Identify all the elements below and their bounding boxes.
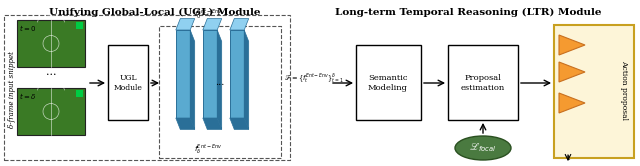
Polygon shape (230, 19, 249, 30)
Text: Long-term Temporal Reasoning (LTR) Module: Long-term Temporal Reasoning (LTR) Modul… (335, 8, 601, 17)
Text: Semantic
Modeling: Semantic Modeling (368, 74, 408, 92)
Text: $\mathscr{F} = \{f_t^{Ent-Env}\}_{t=1}^\delta$: $\mathscr{F} = \{f_t^{Ent-Env}\}_{t=1}^\… (284, 71, 344, 85)
Polygon shape (203, 19, 221, 30)
Text: Proposal
estimation: Proposal estimation (461, 74, 505, 92)
Polygon shape (176, 19, 195, 30)
Polygon shape (230, 30, 244, 118)
Bar (76, 90, 83, 97)
Polygon shape (230, 118, 249, 129)
Polygon shape (190, 30, 195, 129)
Bar (554, 25, 634, 158)
Text: Unifying Global-Local (UGL) Module: Unifying Global-Local (UGL) Module (49, 8, 260, 17)
Bar (76, 22, 83, 29)
Text: ...: ... (45, 67, 56, 77)
Text: t: t (566, 154, 570, 162)
Text: $t=0$: $t=0$ (19, 23, 36, 33)
Bar (356, 45, 421, 120)
Polygon shape (559, 62, 585, 82)
Polygon shape (559, 93, 585, 113)
Text: Action proposal: Action proposal (620, 60, 628, 120)
Bar (17, 20, 85, 67)
Polygon shape (244, 30, 249, 129)
Text: $f_\delta^{Ent-Env}$: $f_\delta^{Ent-Env}$ (194, 142, 222, 155)
Polygon shape (203, 118, 221, 129)
Text: δ-frame input snippet: δ-frame input snippet (8, 51, 16, 128)
Bar (448, 45, 518, 120)
Text: $\mathscr{L}_{focal}$: $\mathscr{L}_{focal}$ (469, 142, 497, 154)
Polygon shape (217, 30, 221, 129)
Ellipse shape (455, 136, 511, 160)
Polygon shape (176, 118, 195, 129)
Polygon shape (203, 30, 217, 118)
Bar (17, 88, 85, 135)
Polygon shape (559, 35, 585, 55)
Polygon shape (176, 30, 190, 118)
Text: UGL
Module: UGL Module (113, 74, 143, 92)
Text: ...: ... (215, 78, 225, 86)
Text: $f_0^{Ent-Env}$: $f_0^{Ent-Env}$ (194, 7, 222, 20)
Text: $t=\delta$: $t=\delta$ (19, 91, 36, 101)
Bar (108, 45, 148, 120)
